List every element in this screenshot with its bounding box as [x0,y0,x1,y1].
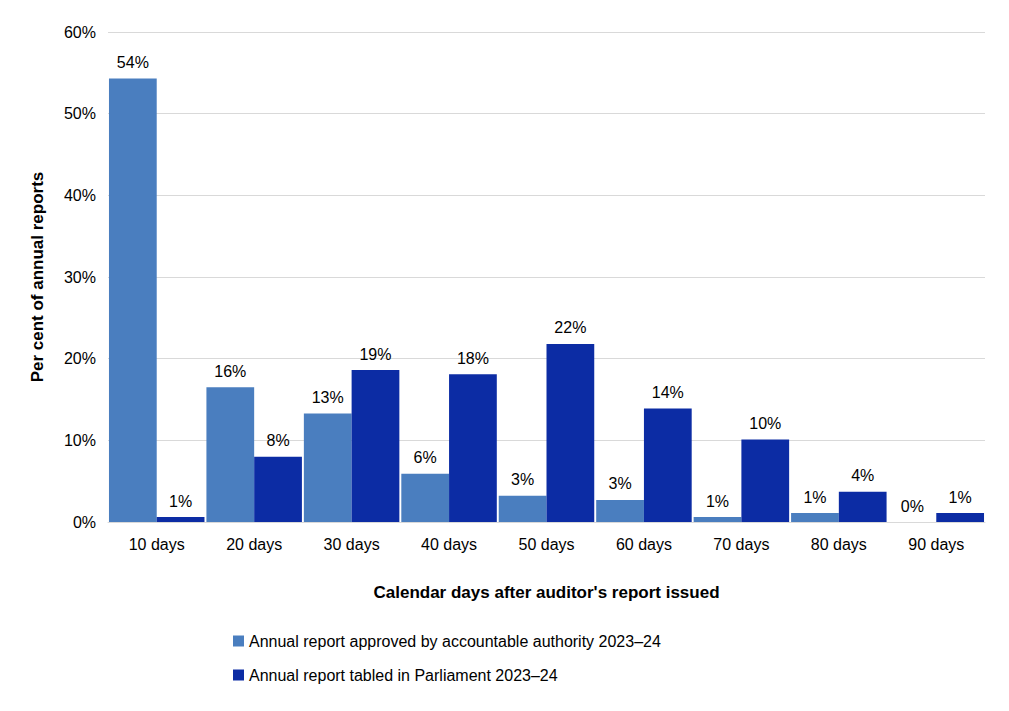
svg-text:1%: 1% [803,489,826,506]
svg-text:Per cent of annual reports: Per cent of annual reports [28,172,47,383]
svg-text:1%: 1% [949,489,972,506]
svg-text:22%: 22% [554,319,586,336]
svg-text:60 days: 60 days [616,536,672,553]
svg-text:30 days: 30 days [324,536,380,553]
svg-text:4%: 4% [851,467,874,484]
svg-text:1%: 1% [169,493,192,510]
svg-text:Annual report tabled in Parlia: Annual report tabled in Parliament 2023–… [249,667,558,684]
svg-text:54%: 54% [117,54,149,71]
svg-text:0%: 0% [73,514,96,531]
svg-text:13%: 13% [312,389,344,406]
svg-text:19%: 19% [359,346,391,363]
svg-text:6%: 6% [414,449,437,466]
svg-text:Annual report approved by acco: Annual report approved by accountable au… [249,633,661,650]
svg-text:8%: 8% [266,432,289,449]
svg-text:80 days: 80 days [811,536,867,553]
svg-text:40%: 40% [64,187,96,204]
svg-text:Calendar days after auditor's: Calendar days after auditor's report iss… [373,583,719,602]
svg-text:30%: 30% [64,269,96,286]
svg-text:16%: 16% [214,363,246,380]
svg-text:50 days: 50 days [518,536,574,553]
svg-text:3%: 3% [511,471,534,488]
svg-text:10%: 10% [64,432,96,449]
svg-text:90 days: 90 days [908,536,964,553]
svg-text:70 days: 70 days [713,536,769,553]
svg-text:14%: 14% [652,384,684,401]
svg-text:0%: 0% [901,498,924,515]
svg-text:20 days: 20 days [226,536,282,553]
svg-text:60%: 60% [64,24,96,41]
svg-text:50%: 50% [64,105,96,122]
svg-text:1%: 1% [706,493,729,510]
svg-text:20%: 20% [64,350,96,367]
svg-text:18%: 18% [457,350,489,367]
svg-text:40 days: 40 days [421,536,477,553]
svg-text:10%: 10% [749,415,781,432]
svg-text:10 days: 10 days [129,536,185,553]
svg-text:3%: 3% [609,475,632,492]
